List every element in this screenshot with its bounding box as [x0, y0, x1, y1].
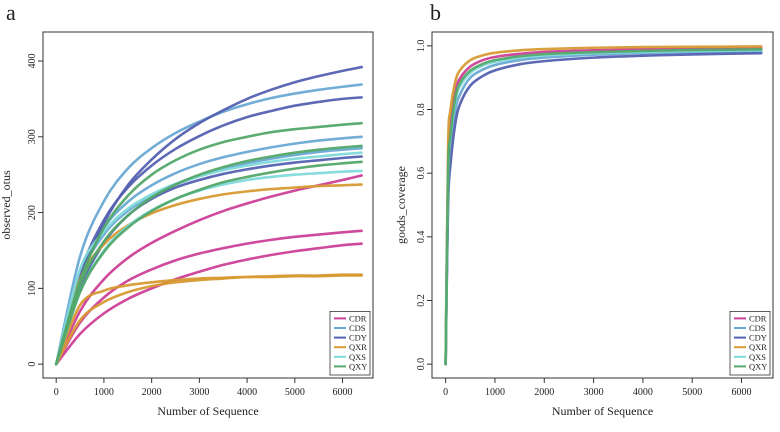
y-tick-label: 0.8	[416, 103, 427, 116]
y-tick-label: 100	[27, 281, 38, 296]
legend-box	[729, 310, 771, 376]
y-tick-label: 0	[27, 362, 38, 367]
series-group	[54, 65, 363, 366]
series-line-qxr	[54, 273, 363, 366]
plot-frame	[431, 31, 774, 379]
series-line-qxy	[54, 160, 363, 366]
x-tick-label: 4000	[633, 387, 653, 398]
y-tick-label: 300	[27, 129, 38, 144]
series-line-qxr	[444, 45, 763, 366]
legend-label-cds: CDS	[349, 323, 366, 333]
x-tick-label: 3000	[584, 387, 604, 398]
y-tick-label: 0.6	[416, 167, 427, 180]
x-tick-label: 2000	[142, 387, 162, 398]
chart-panel-a: 0 1000 2000 3000 4000 5000 6000 0 100 200 300 400 Nu…	[0, 31, 374, 418]
y-axis-label: observed_otus	[0, 170, 13, 240]
panel-label-b: b	[430, 0, 441, 25]
legend-label-cdr: CDR	[749, 313, 767, 323]
legend-label-cdy: CDY	[749, 333, 767, 343]
x-tick-label: 5000	[682, 387, 702, 398]
plot-frame	[42, 31, 374, 379]
x-tick-label: 1000	[485, 387, 505, 398]
legend-label-qxs: QXS	[349, 352, 366, 362]
x-tick-label: 6000	[333, 387, 353, 398]
series-line-qxs	[444, 49, 763, 366]
series-line-qxr	[54, 274, 363, 366]
legend-label-cdr: CDR	[349, 313, 367, 323]
panel-label-a: a	[6, 0, 16, 25]
x-tick-label: 2000	[534, 387, 554, 398]
series-group	[444, 45, 763, 366]
series-line-cdy	[54, 65, 363, 366]
legend-label-qxr: QXR	[749, 342, 767, 352]
x-tick-label: 5000	[285, 387, 305, 398]
legend-label-qxy: QXY	[349, 361, 367, 371]
y-tick-label: 1.0	[416, 40, 427, 53]
legend-label-qxr: QXR	[349, 342, 367, 352]
y-tick-label: 200	[27, 205, 38, 220]
x-tick-label: 0	[54, 387, 59, 398]
legend-label-qxs: QXS	[749, 352, 766, 362]
series-line-qxy	[54, 144, 363, 366]
x-tick-label: 3000	[189, 387, 209, 398]
series-line-cdr	[444, 46, 763, 366]
legend-label-qxy: QXY	[749, 361, 767, 371]
x-tick-label: 1000	[94, 387, 114, 398]
legend-label-cdy: CDY	[349, 333, 367, 343]
legend-box	[329, 310, 371, 376]
y-tick-label: 0.4	[416, 231, 427, 244]
y-axis-label: goods_coverage	[394, 166, 408, 244]
series-line-qxy	[444, 48, 763, 366]
x-axis-label: Number of Sequence	[552, 404, 653, 418]
series-line-qxy	[54, 121, 363, 366]
chart-panel-b: 0 1000 2000 3000 4000 5000 6000 0.0 0.2 0.4 0.6 0.8…	[394, 31, 774, 418]
series-line-cds	[444, 49, 763, 366]
x-tick-label: 4000	[237, 387, 257, 398]
y-tick-label: 400	[27, 53, 38, 68]
series-line-cdr	[54, 242, 363, 366]
y-tick-label: 0.0	[416, 358, 427, 371]
y-tick-label: 0.2	[416, 294, 427, 307]
legend-label-cds: CDS	[749, 323, 766, 333]
series-line-cdy	[54, 96, 363, 366]
series-line-cdr	[54, 229, 363, 366]
series-line-cdy	[444, 51, 763, 366]
x-axis-label: Number of Sequence	[157, 404, 258, 418]
series-line-qxr	[54, 183, 363, 366]
x-tick-label: 6000	[732, 387, 752, 398]
series-line-qxs	[54, 151, 363, 366]
x-tick-label: 0	[443, 387, 448, 398]
